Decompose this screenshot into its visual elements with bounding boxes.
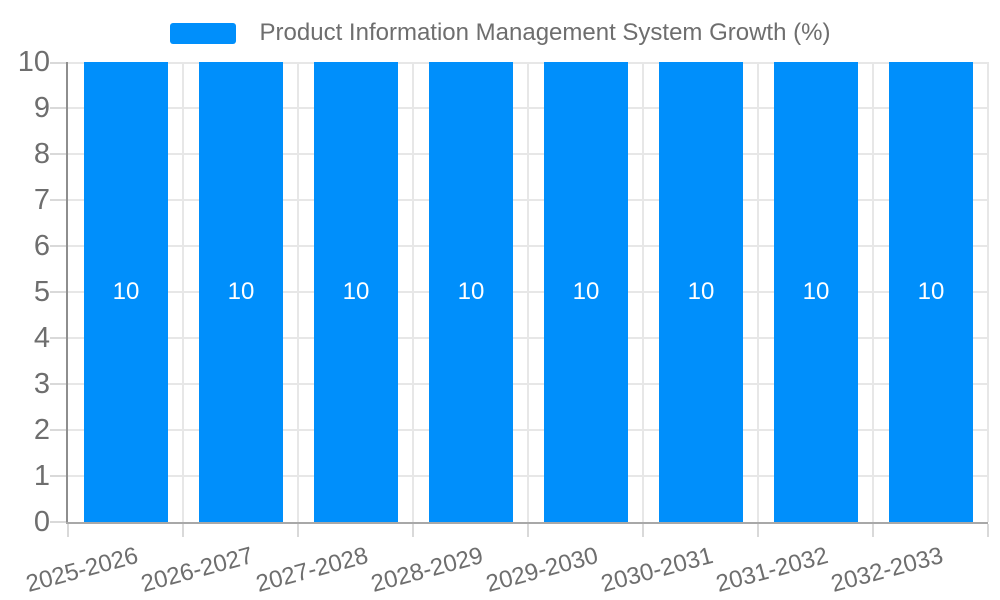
bar[interactable]: 10 [314,62,398,522]
y-axis-tick [50,429,66,431]
x-axis-tick [297,524,299,537]
y-axis-label: 0 [33,505,50,538]
vertical-gridline [872,62,874,522]
bar[interactable]: 10 [774,62,858,522]
legend-label: Product Information Management System Gr… [259,19,831,46]
y-axis-label: 8 [33,137,50,170]
x-axis-tick [757,524,759,537]
plot-area: 10 10 10 10 10 10 10 10 [50,62,989,537]
bar-value-label: 10 [457,278,485,305]
bar[interactable]: 10 [659,62,743,522]
x-axis-tick [987,524,989,537]
vertical-gridline [527,62,529,522]
y-axis-line [66,62,68,524]
vertical-gridline [987,62,989,522]
x-axis-tick [527,524,529,537]
bar-value-label: 10 [802,278,830,305]
x-axis-tick [412,524,414,537]
bar-value-label: 10 [917,278,945,305]
bar[interactable]: 10 [429,62,513,522]
y-axis-label: 7 [33,183,50,216]
y-axis-label: 1 [33,459,50,492]
y-axis-label: 5 [33,275,50,308]
bar-value-label: 10 [112,278,140,305]
y-axis-tick [50,337,66,339]
y-axis-tick [50,153,66,155]
vertical-gridline [182,62,184,522]
x-axis-line [66,522,988,524]
y-axis-tick [50,62,66,64]
y-axis-tick [50,291,66,293]
y-axis-label: 2 [33,413,50,446]
bar-value-label: 10 [687,278,715,305]
legend-item[interactable]: Product Information Management System Gr… [169,19,831,47]
y-axis-label: 3 [33,367,50,400]
vertical-gridline [412,62,414,522]
bar-value-label: 10 [227,278,255,305]
vertical-gridline [297,62,299,522]
y-axis-label: 6 [33,229,50,262]
bar[interactable]: 10 [199,62,283,522]
legend-swatch-icon [169,22,236,44]
y-axis-label: 4 [33,321,50,354]
legend: Product Information Management System Gr… [0,19,1000,47]
bar[interactable]: 10 [889,62,973,522]
x-axis-tick [642,524,644,537]
y-axis-tick [50,521,66,523]
bar[interactable]: 10 [84,62,168,522]
bar-value-label: 10 [342,278,370,305]
vertical-gridline [642,62,644,522]
x-axis-tick [182,524,184,537]
y-axis-tick [50,245,66,247]
y-axis-tick [50,199,66,201]
x-axis-tick [872,524,874,537]
vertical-gridline [757,62,759,522]
x-axis-tick [67,524,69,537]
bar-value-label: 10 [572,278,600,305]
y-axis-label: 10 [17,45,50,78]
y-axis-label: 9 [33,91,50,124]
bar[interactable]: 10 [544,62,628,522]
y-axis-tick [50,107,66,109]
y-axis-tick [50,475,66,477]
y-axis-tick [50,383,66,385]
